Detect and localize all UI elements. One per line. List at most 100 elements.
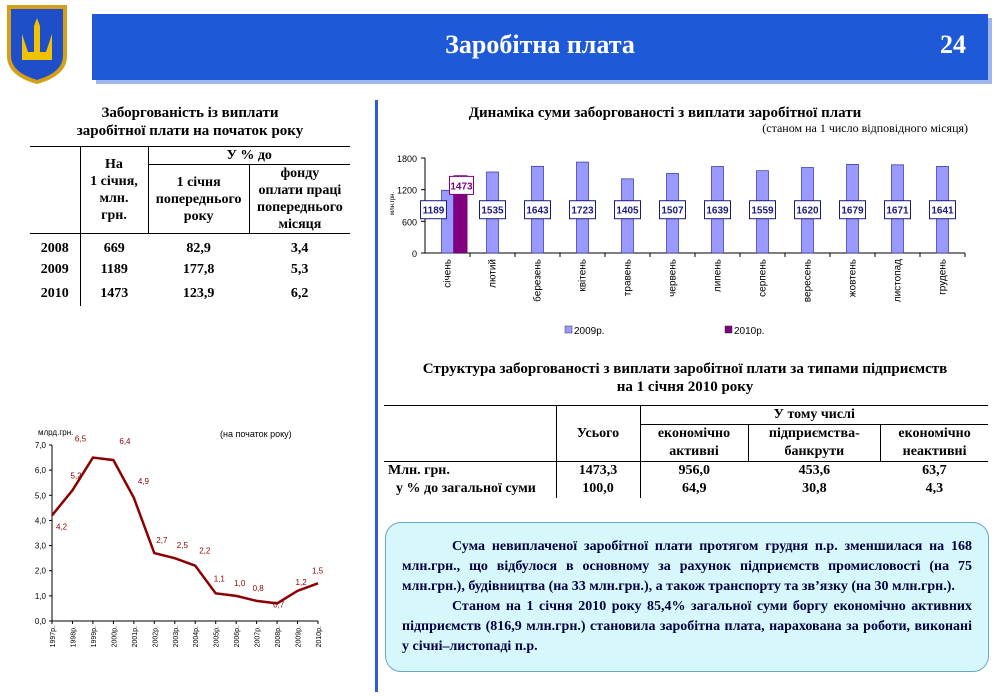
data-label-box — [659, 200, 686, 220]
x-tick-label: 2010р. — [316, 626, 323, 647]
y-tick-label: 6,0 — [35, 466, 47, 475]
title-line: Заборгованість із виплати — [101, 105, 279, 121]
data-label: 6,5 — [75, 435, 87, 444]
x-tick-label: травень — [623, 259, 634, 296]
data-label: 1,0 — [234, 579, 246, 588]
x-tick-label: липень — [713, 259, 724, 292]
table-cell: 6,2 — [290, 286, 309, 301]
col-prev-year-header: 1 січня попереднього року — [148, 164, 250, 234]
table-cell: 1189 — [100, 262, 128, 277]
x-tick-label: 2008р. — [275, 626, 282, 647]
table-cell: 2008 — [30, 233, 81, 258]
struct-table-title: Структура заборгованості з виплати зароб… — [385, 360, 985, 396]
data-label-box — [839, 200, 866, 220]
y-tick-label: 0,0 — [35, 617, 47, 626]
y-tick-label: 1,0 — [35, 592, 47, 601]
col-amount-header: На 1 січня, млн. грн. — [80, 146, 149, 234]
data-label: 1,2 — [296, 578, 308, 587]
x-tick-label: 2009р. — [296, 626, 303, 647]
bar-chart-title: Динаміка суми заборгованості з виплати з… — [468, 105, 862, 121]
data-label: 5,2 — [70, 471, 82, 480]
data-label: 1723 — [571, 206, 594, 217]
table-cell: 2010 — [30, 281, 81, 306]
y-axis-label: млрд.грн. — [38, 428, 73, 437]
data-label-box — [794, 200, 821, 220]
y-axis-label: млн.грн. — [390, 192, 396, 215]
table-cell: 956,0 — [678, 463, 711, 478]
table-cell: 4,3 — [925, 481, 944, 496]
page-number: 24 — [940, 30, 966, 59]
data-line — [51, 456, 319, 605]
table-cell: 2009 — [30, 257, 81, 282]
data-label: 1507 — [661, 206, 684, 217]
y-tick-label: 0 — [412, 249, 417, 259]
data-label: 2,2 — [199, 547, 211, 556]
data-label-box — [929, 200, 956, 220]
table-cell: 1473,3 — [556, 461, 641, 480]
table-cell: 123,9 — [182, 286, 215, 301]
legend-label: 2010р. — [734, 326, 765, 337]
data-label: 6,4 — [119, 437, 131, 446]
y-tick-label: 7,0 — [35, 441, 47, 450]
data-label-box — [479, 200, 506, 220]
data-label: 2,7 — [156, 536, 168, 545]
bar-chart: 0 600 1200 1800 млн.грн. 1473 1189 січень 1535 лю… — [390, 154, 966, 337]
x-tick-label: 2001р. — [132, 626, 139, 647]
note-paragraph: Станом на 1 січня 2010 року 85,4% загаль… — [402, 599, 972, 654]
table-row: у % до загальної суми 100,0 64,9 30,8 4,3 — [384, 480, 988, 498]
col-header: підприємства-банкрути — [748, 424, 882, 462]
x-tick-label: 2002р. — [152, 626, 159, 647]
data-label: 1671 — [886, 206, 909, 217]
title-line: заробітної плати на початок року — [76, 123, 304, 139]
table-cell: 100,0 — [556, 480, 641, 498]
data-label-box — [569, 200, 596, 220]
y-tick-label: 1800 — [397, 154, 417, 164]
legend-label: 2009р. — [574, 326, 605, 337]
data-label: 4,9 — [138, 477, 150, 486]
x-tick-label: листопад — [893, 259, 904, 302]
x-tick-label: жовтень — [848, 259, 859, 297]
data-label-box — [749, 200, 776, 220]
col-group-header: У тому числі — [640, 405, 988, 425]
x-tick-label: 2005р. — [214, 626, 221, 647]
y-tick-label: 600 — [402, 217, 417, 227]
data-label-box — [614, 200, 641, 220]
data-label: 0,8 — [253, 584, 265, 593]
table-row: 2009 1189 177,8 5,3 — [30, 257, 350, 282]
debt-by-year-table: На 1 січня, млн. грн. У % до 1 січня поперед… — [30, 146, 350, 306]
x-tick-label: січень — [443, 259, 454, 288]
chart-annotation: (на початок року) — [220, 429, 292, 439]
table-row: Млн. грн. 1473,3 956,0 453,6 63,7 — [384, 461, 988, 480]
x-tick-label: квітень — [578, 259, 589, 292]
x-tick-label: 2004р. — [193, 626, 200, 647]
x-tick-label: серпень — [758, 259, 769, 297]
table-cell: 453,6 — [798, 463, 831, 478]
table-cell: Млн. грн. — [384, 461, 557, 480]
x-tick-label: лютий — [488, 259, 499, 288]
x-tick-label: 2007р. — [255, 626, 262, 647]
header-banner: Заробітна плата 24 — [92, 14, 988, 80]
left-table-title: Заборгованість із виплати заробітної пла… — [20, 104, 360, 140]
structure-table: Усього У тому числі економічно активні пі… — [384, 405, 988, 498]
x-tick-label: вересень — [803, 259, 814, 302]
y-tick-label: 2,0 — [35, 567, 47, 576]
coat-of-arms-emblem — [7, 5, 67, 84]
y-tick-label: 5,0 — [35, 491, 47, 500]
data-label: 1620 — [796, 206, 819, 217]
table-cell: 63,7 — [922, 463, 947, 478]
y-tick-label: 1200 — [397, 186, 417, 196]
legend-swatch — [724, 325, 733, 334]
table-cell: 3,4 — [290, 241, 309, 257]
x-tick-label: 2003р. — [173, 626, 180, 647]
x-tick-label: березень — [532, 259, 544, 302]
data-label-box — [704, 200, 731, 220]
table-cell: 64,9 — [682, 481, 707, 496]
data-label: 1641 — [931, 206, 954, 217]
col-group-header: У % до — [148, 146, 350, 165]
summary-note-box: Сума невиплаченої заробітної плати протя… — [385, 522, 989, 672]
page-title: Заробітна плата — [445, 30, 635, 59]
data-label: 1,5 — [312, 566, 324, 575]
title-line: на 1 січня 2010 року — [616, 379, 754, 395]
data-label-box — [524, 200, 551, 220]
x-tick-label: грудень — [938, 259, 949, 295]
